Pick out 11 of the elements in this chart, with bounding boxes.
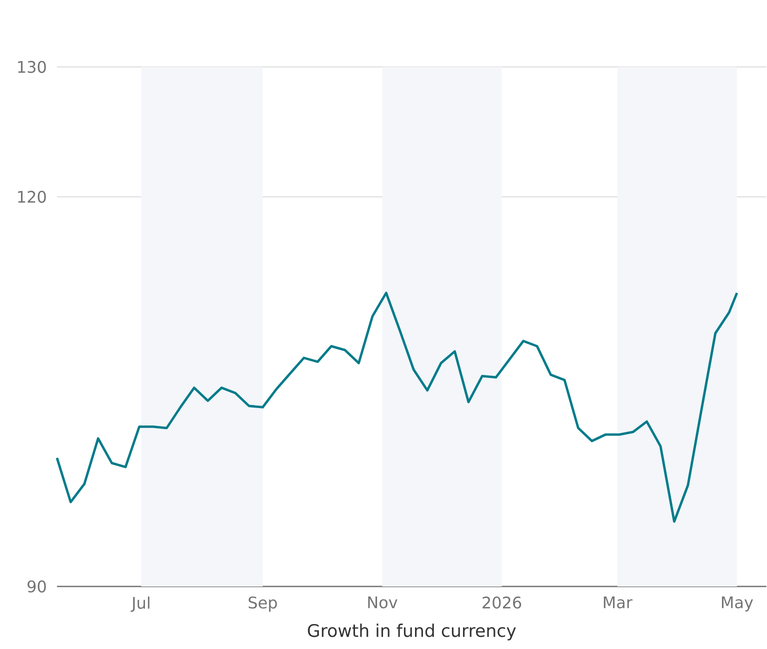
x-tick-label: Nov <box>368 596 398 608</box>
y-tick-label: 90 <box>28 580 46 592</box>
x-tick-label: May <box>722 596 753 612</box>
y-tick-label: 130 <box>18 60 46 73</box>
x-tick-label: Sep <box>248 596 277 612</box>
line-series <box>56 292 738 523</box>
x-tick-label: Mar <box>604 596 632 608</box>
x-axis-title: Growth in fund currency <box>308 623 516 640</box>
x-tick-label: Jul <box>130 596 150 612</box>
y-tick-label: 120 <box>18 190 46 203</box>
x-tick-label: 2026 <box>482 596 522 608</box>
